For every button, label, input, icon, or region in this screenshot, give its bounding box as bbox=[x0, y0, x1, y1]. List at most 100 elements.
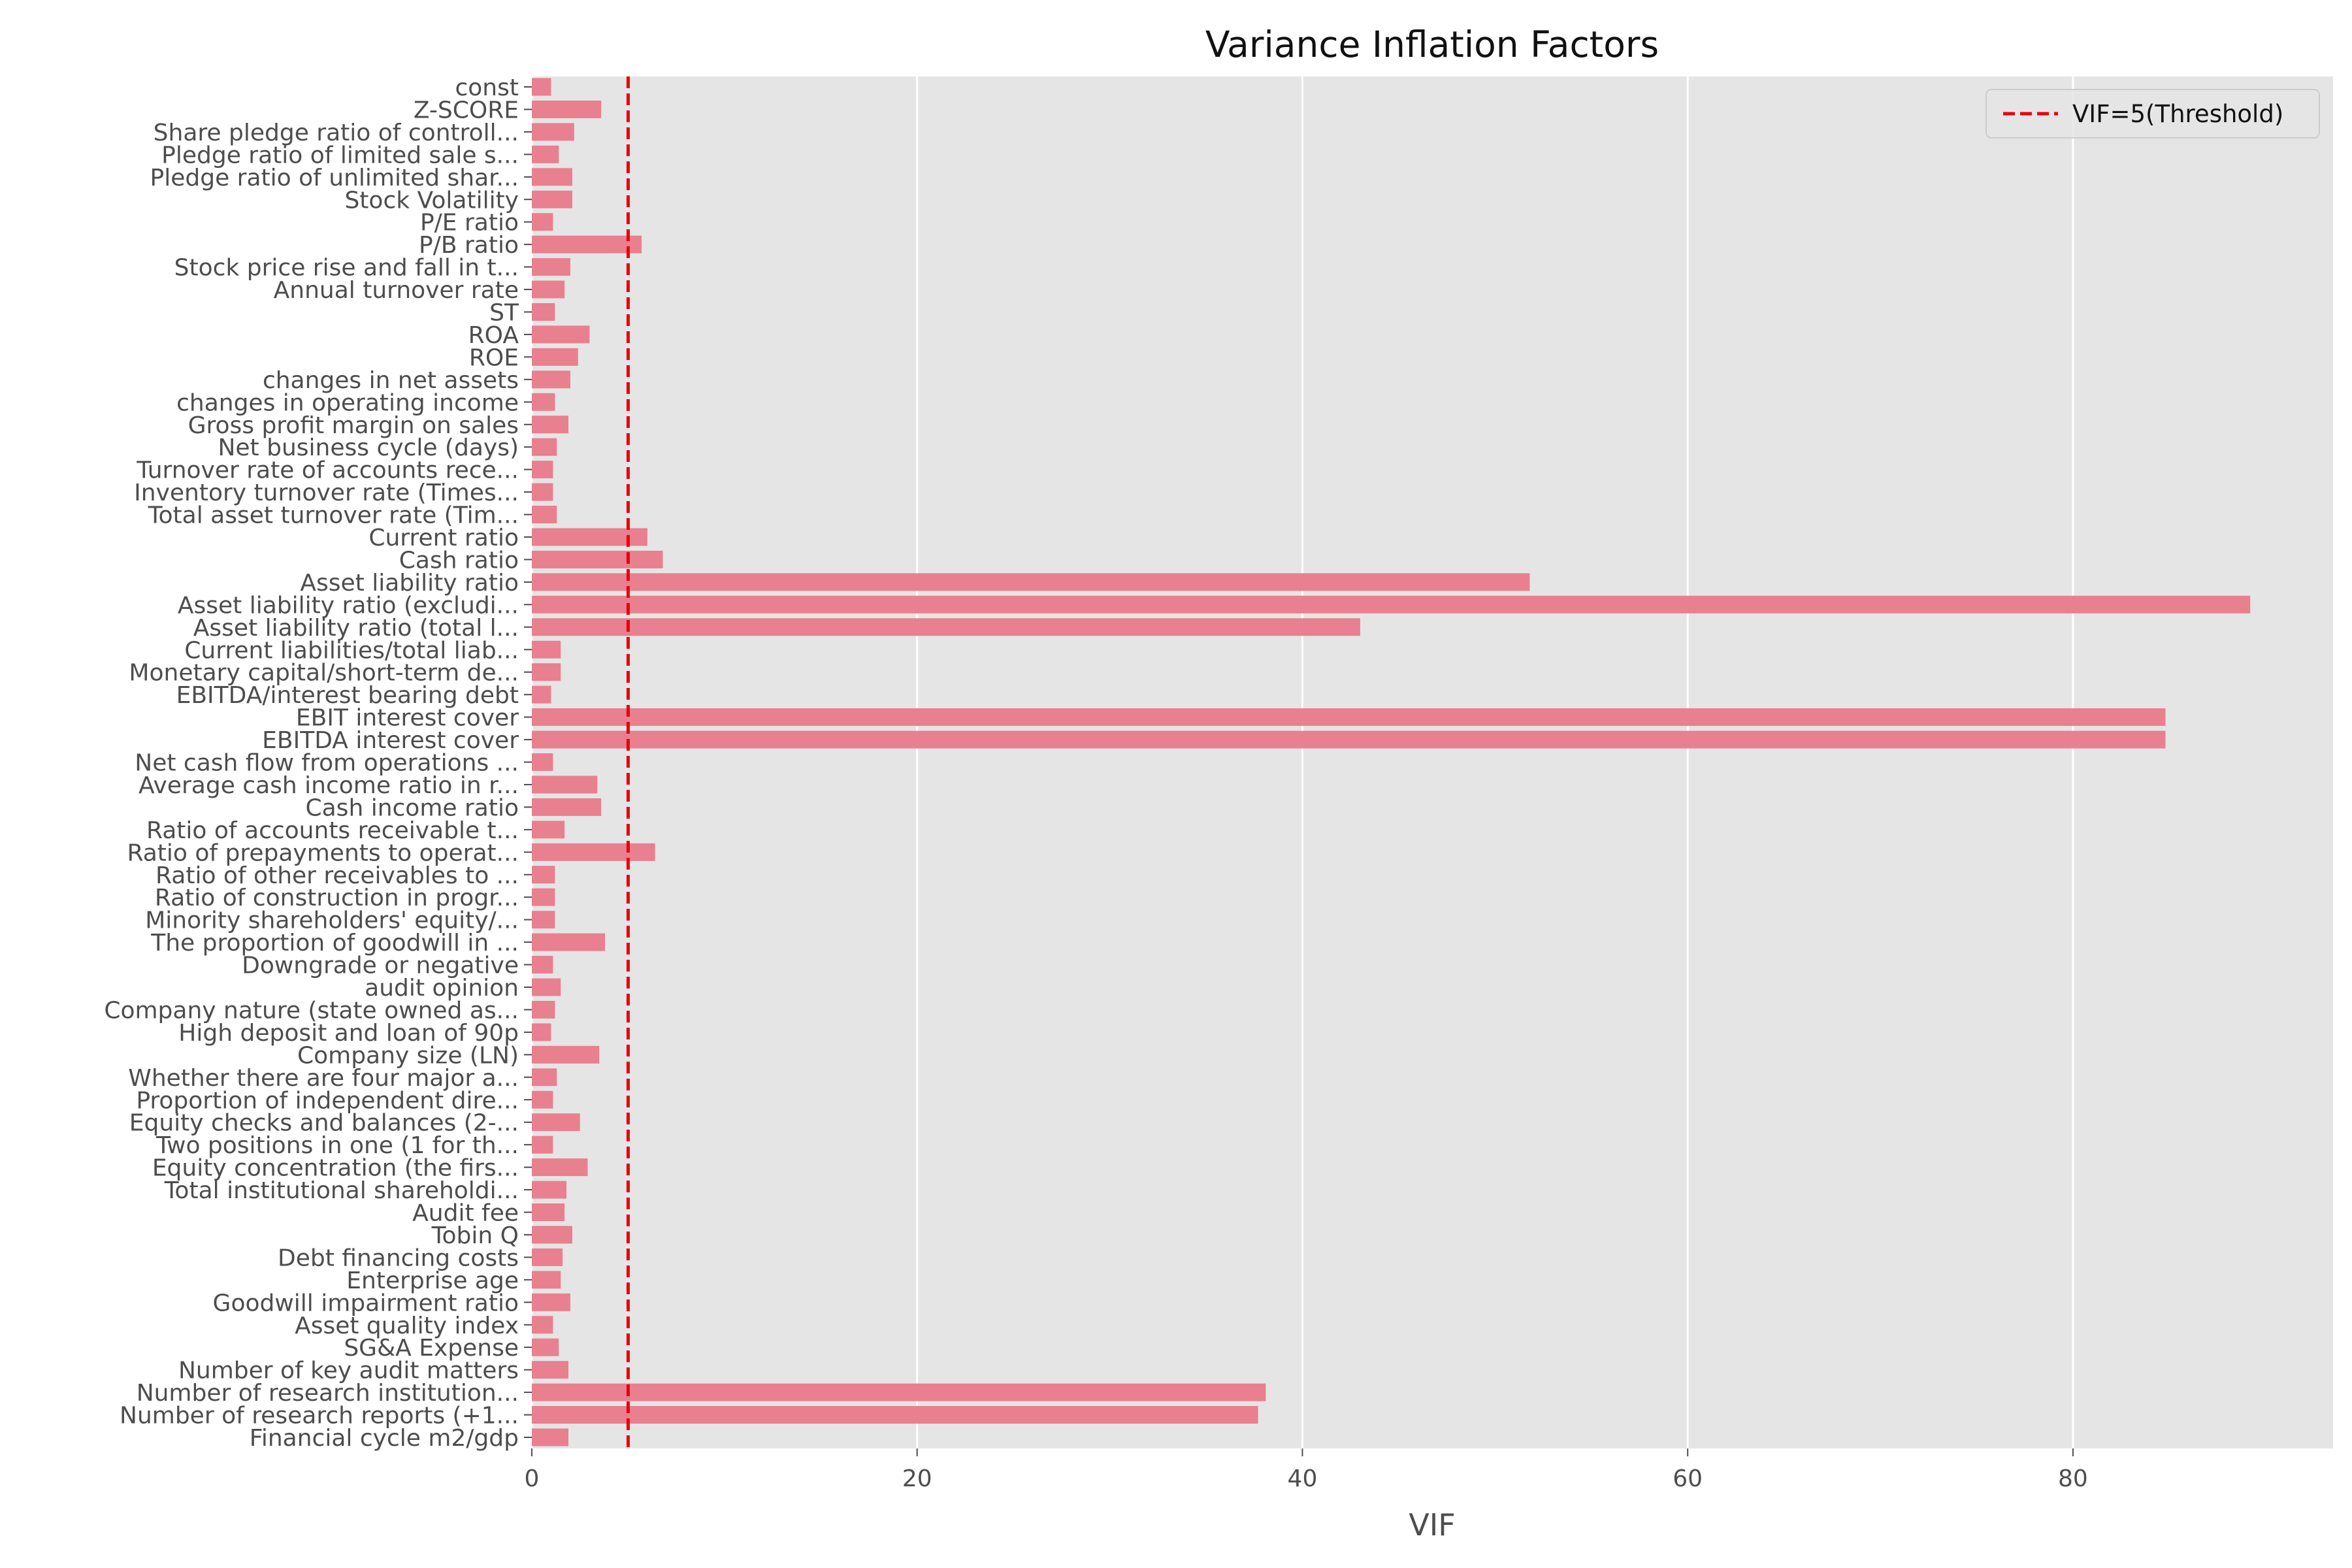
y-tick-label: Turnover rate of accounts rece... bbox=[136, 457, 519, 484]
bar bbox=[532, 1068, 557, 1086]
y-tick-label: Equity concentration (the firs... bbox=[152, 1155, 519, 1182]
y-tick-label: ST bbox=[489, 300, 519, 327]
bar bbox=[532, 78, 551, 96]
y-tick-label: Ratio of other receivables to ... bbox=[155, 862, 519, 889]
y-tick-label: Current liabilities/total liab... bbox=[184, 637, 519, 664]
y-tick-label: High deposit and loan of 90p bbox=[178, 1020, 519, 1047]
bar bbox=[532, 1406, 1258, 1424]
bar bbox=[532, 776, 598, 794]
x-tick-label: 60 bbox=[1673, 1465, 1703, 1492]
y-tick-label: Cash ratio bbox=[399, 547, 519, 574]
bar bbox=[532, 235, 642, 253]
bar bbox=[532, 348, 578, 366]
y-tick-label: Ratio of construction in progr... bbox=[155, 885, 519, 911]
bar bbox=[532, 506, 557, 524]
y-tick-label: Cash income ratio bbox=[305, 794, 519, 821]
bar bbox=[532, 145, 559, 163]
bar bbox=[532, 100, 602, 118]
y-tick-label: Downgrade or negative bbox=[242, 953, 519, 979]
y-tick-label: Number of research institution... bbox=[137, 1380, 519, 1407]
bar bbox=[532, 663, 561, 681]
y-tick-label: Asset liability ratio (excludi... bbox=[178, 592, 519, 619]
y-tick-label: EBITDA interest cover bbox=[262, 727, 519, 754]
y-tick-label: Inventory turnover rate (Times... bbox=[134, 480, 519, 506]
x-tick-label: 20 bbox=[902, 1465, 932, 1492]
legend-box bbox=[1985, 89, 2320, 139]
bar bbox=[532, 685, 551, 704]
y-tick-label: Equity checks and balances (2-... bbox=[129, 1110, 519, 1137]
y-tick-label: Ratio of prepayments to operat... bbox=[127, 840, 519, 866]
bar bbox=[532, 1428, 569, 1446]
y-tick-label: SG&A Expense bbox=[344, 1335, 519, 1362]
y-tick-label: Stock Volatility bbox=[344, 187, 519, 214]
y-tick-label: Average cash income ratio in r... bbox=[139, 772, 519, 799]
bar bbox=[532, 640, 561, 659]
y-tick-label: audit opinion bbox=[365, 975, 519, 1002]
y-tick-label: Pledge ratio of limited sale s... bbox=[161, 142, 519, 169]
bar bbox=[532, 573, 1530, 591]
y-tick-label: Annual turnover rate bbox=[274, 277, 519, 304]
bar bbox=[532, 438, 557, 456]
y-tick-label: Total institutional shareholdi... bbox=[164, 1177, 519, 1204]
bar bbox=[532, 1383, 1266, 1401]
bar bbox=[532, 280, 565, 299]
bar bbox=[532, 483, 553, 501]
y-tick-label: Ratio of accounts receivable t... bbox=[146, 817, 519, 844]
x-tick-labels: 0 20 40 60 80 bbox=[525, 1448, 2088, 1492]
bar bbox=[532, 1090, 553, 1109]
bar bbox=[532, 1271, 561, 1289]
y-tick-label: changes in operating income bbox=[176, 389, 519, 416]
y-tick-label: Net business cycle (days) bbox=[218, 434, 519, 461]
x-tick-label: 80 bbox=[2058, 1465, 2088, 1492]
bar bbox=[532, 1113, 580, 1132]
y-tick-label: Asset liability ratio bbox=[300, 570, 519, 596]
y-tick-label: The proportion of goodwill in ... bbox=[150, 930, 519, 956]
bar bbox=[532, 821, 565, 839]
y-tick-label: Number of research reports (+1... bbox=[120, 1403, 519, 1429]
bar bbox=[532, 190, 572, 208]
bar bbox=[532, 1248, 563, 1266]
y-tick-label: Net cash flow from operations ... bbox=[135, 750, 519, 777]
y-tick-label: Financial cycle m2/gdp bbox=[250, 1425, 519, 1452]
y-tick-label: Total asset turnover rate (Tim... bbox=[148, 502, 519, 529]
bar bbox=[532, 1361, 569, 1379]
y-tick-label: Company nature (state owned as... bbox=[104, 997, 519, 1024]
y-tick-label: Company size (LN) bbox=[297, 1042, 519, 1069]
x-axis-label: VIF bbox=[1409, 1507, 1456, 1543]
bar bbox=[532, 798, 602, 816]
bar bbox=[532, 550, 663, 568]
chart-title: Variance Inflation Factors bbox=[1205, 24, 1659, 65]
y-tick-label: Share pledge ratio of controll... bbox=[154, 120, 519, 146]
y-tick-label: Tobin Q bbox=[431, 1222, 519, 1249]
bar bbox=[532, 1023, 551, 1041]
y-tick-label: ROE bbox=[469, 344, 519, 371]
bar bbox=[532, 753, 553, 771]
y-tick-label: Monetary capital/short-term de... bbox=[129, 660, 519, 687]
bar bbox=[532, 258, 570, 276]
bar bbox=[532, 528, 647, 546]
bar bbox=[532, 303, 555, 321]
y-tick-label: Goodwill impairment ratio bbox=[213, 1290, 519, 1316]
bar bbox=[532, 213, 553, 231]
bar bbox=[532, 1181, 567, 1199]
y-tick-label: ROA bbox=[468, 322, 519, 349]
x-tick-label: 40 bbox=[1288, 1465, 1318, 1492]
bar bbox=[532, 888, 555, 906]
y-tick-label: Asset quality index bbox=[295, 1313, 519, 1339]
bar bbox=[532, 123, 574, 141]
x-tick-label: 0 bbox=[525, 1465, 540, 1492]
axes-background bbox=[532, 76, 2333, 1448]
y-tick-label: Two positions in one (1 for th... bbox=[155, 1132, 519, 1159]
y-tick-label: Stock price rise and fall in t... bbox=[174, 255, 519, 282]
y-tick-label: Pledge ratio of unlimited shar... bbox=[150, 165, 519, 191]
bar bbox=[532, 1226, 572, 1244]
y-tick-label: Enterprise age bbox=[346, 1267, 519, 1294]
bar bbox=[532, 168, 572, 186]
legend-threshold-label: VIF=5(Threshold) bbox=[2072, 100, 2283, 128]
y-tick-label: EBIT interest cover bbox=[296, 705, 519, 732]
y-tick-label: Gross profit margin on sales bbox=[188, 412, 519, 439]
y-tick-label: Current ratio bbox=[368, 525, 519, 551]
bar bbox=[532, 1293, 570, 1311]
y-tick-label: Z-SCORE bbox=[414, 97, 519, 123]
